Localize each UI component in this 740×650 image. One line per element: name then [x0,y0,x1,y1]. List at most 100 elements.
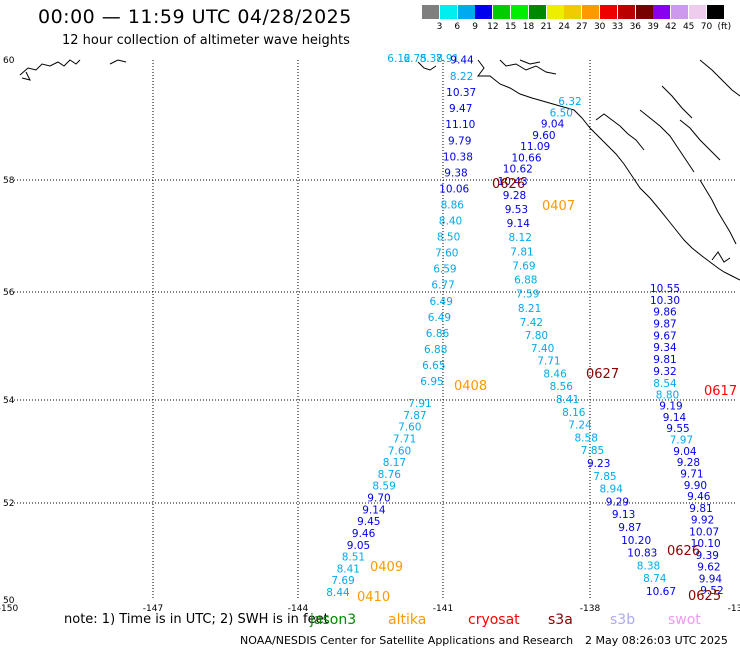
latitude-tick-label: 50 [3,596,15,606]
wave-height-label: 6.49 [428,312,451,324]
wave-height-label: 8.86 [441,200,465,212]
color-scale-label: 30 [593,22,606,32]
wave-height-label: 6.95 [420,376,443,388]
wave-height-label: 7.91 [408,398,431,410]
timestamp: 2 May 08:26:03 UTC 2025 [585,634,728,647]
wave-height-label: 8.41 [337,563,360,575]
wave-height-label: 6.65 [422,360,445,372]
wave-height-label: 8.94 [600,484,624,496]
pass-time-labels: 0626 0407 0408 0627 0617 0409 0410 0626 0625 [357,177,737,605]
color-swatch [457,5,475,19]
latitude-tick-label: 56 [3,288,15,298]
wave-height-label: 7.80 [525,330,548,342]
wave-height-label: 8.21 [518,303,541,315]
longitude-tick-label: -147 [143,604,163,614]
wave-height-label: 8.41 [556,394,579,406]
pass-time-label: 0408 [454,379,487,394]
wave-height-label: 9.90 [684,480,707,492]
color-scale-label: 36 [629,22,642,32]
wave-height-label: 11.10 [445,119,475,131]
wave-height-label: 9.94 [699,573,723,585]
wave-height-label: 8.58 [575,432,598,444]
legend-item-jason3: jason3 [310,612,357,628]
wave-height-label: 9.70 [367,493,390,505]
wave-height-label: 7.60 [388,445,411,457]
wave-height-label: 6.86 [426,328,450,340]
wave-height-label: 9.23 [587,458,610,470]
wave-height-label: 9.92 [691,515,714,527]
wave-height-label: 7.69 [512,260,535,272]
pass-time-label: 0626 [492,177,525,192]
wave-height-label: 9.46 [352,528,376,540]
wave-height-label: 8.50 [437,232,460,244]
color-scale-label: 45 [682,22,695,32]
wave-height-label: 8.16 [562,407,586,419]
wave-height-label: 6.12 [387,53,410,65]
longitude-tick-label: -144 [288,604,309,614]
color-scale-label: 33 [611,22,624,32]
wave-height-label: 10.43 [498,176,528,188]
legend-item-s3b: s3b [610,612,636,628]
color-swatch [635,5,653,19]
wave-height-label: 8.38 [637,560,660,572]
pass-time-label: 0410 [357,590,390,605]
coastline-alaska [19,59,740,281]
color-scale-label: 12 [487,22,499,32]
wave-height-label: 6.49 [430,296,453,308]
pass-time-label: 0627 [586,367,619,382]
wave-height-label: 7.40 [531,343,554,355]
wave-height-label: 6.32 [558,96,581,108]
color-swatch [422,5,439,19]
legend-item-swot: swot [668,612,701,628]
pass-time-label: 0625 [688,589,721,604]
latitude-tick-label: 52 [3,499,14,509]
wave-height-label: 9.32 [653,366,676,378]
longitude-tick-label: -141 [433,604,453,614]
color-swatch [671,5,689,19]
wave-height-label: 6.77 [431,280,454,292]
wave-height-label: 11.09 [520,141,550,153]
wave-height-label: 9.29 [606,496,629,508]
wave-height-label: 9.34 [653,342,677,354]
wave-height-label: 9.13 [612,509,635,521]
wave-height-label: 9.28 [677,457,700,469]
wave-height-label: 9.46 [687,491,711,503]
wave-height-label: 10.37 [446,87,476,99]
color-scale-label: 42 [665,22,677,32]
wave-height-label: 7.97 [670,435,693,447]
wave-height-label: 8.46 [543,368,567,380]
altimeter-tracks: 6.126.758.387.919.448.2210.379.4711.109.… [326,53,723,599]
wave-height-label: 6.59 [433,264,456,276]
color-scale-label: 9 [472,22,478,32]
wave-height-label: 9.05 [347,540,370,552]
wave-height-label: 10.83 [627,548,657,560]
legend-item-cryosat: cryosat [468,612,520,628]
pass-time-label: 0407 [542,199,575,214]
legend-item-altika: altika [388,612,427,628]
wave-height-label: 9.53 [505,204,528,216]
wave-height-label: 8.22 [450,71,473,83]
wave-height-label: 7.85 [593,471,616,483]
wave-height-label: 9.81 [689,503,712,515]
color-swatch [653,5,671,19]
wave-height-label: 8.56 [550,381,574,393]
wave-height-label: 8.54 [653,378,677,390]
wave-height-label: 8.17 [383,457,406,469]
pass-time-label: 0617 [704,384,737,399]
color-scale-label: 39 [647,22,659,32]
wave-height-label: 10.38 [443,151,473,163]
color-scale-label: 15 [504,22,517,32]
longitude-tick-label: -13 [728,604,740,614]
wave-height-label: 6.50 [550,107,573,119]
color-swatch [600,5,617,19]
graticule [14,60,735,600]
color-swatch [706,5,724,19]
wave-height-label: 7.59 [516,289,539,301]
wave-height-label: 7.71 [393,433,416,445]
wave-height-label: 7.42 [520,317,543,329]
pass-time-label: 0409 [370,560,403,575]
wave-height-label: 8.40 [439,216,462,228]
wave-height-label: 8.44 [326,587,350,599]
wave-height-label: 9.60 [532,130,555,142]
